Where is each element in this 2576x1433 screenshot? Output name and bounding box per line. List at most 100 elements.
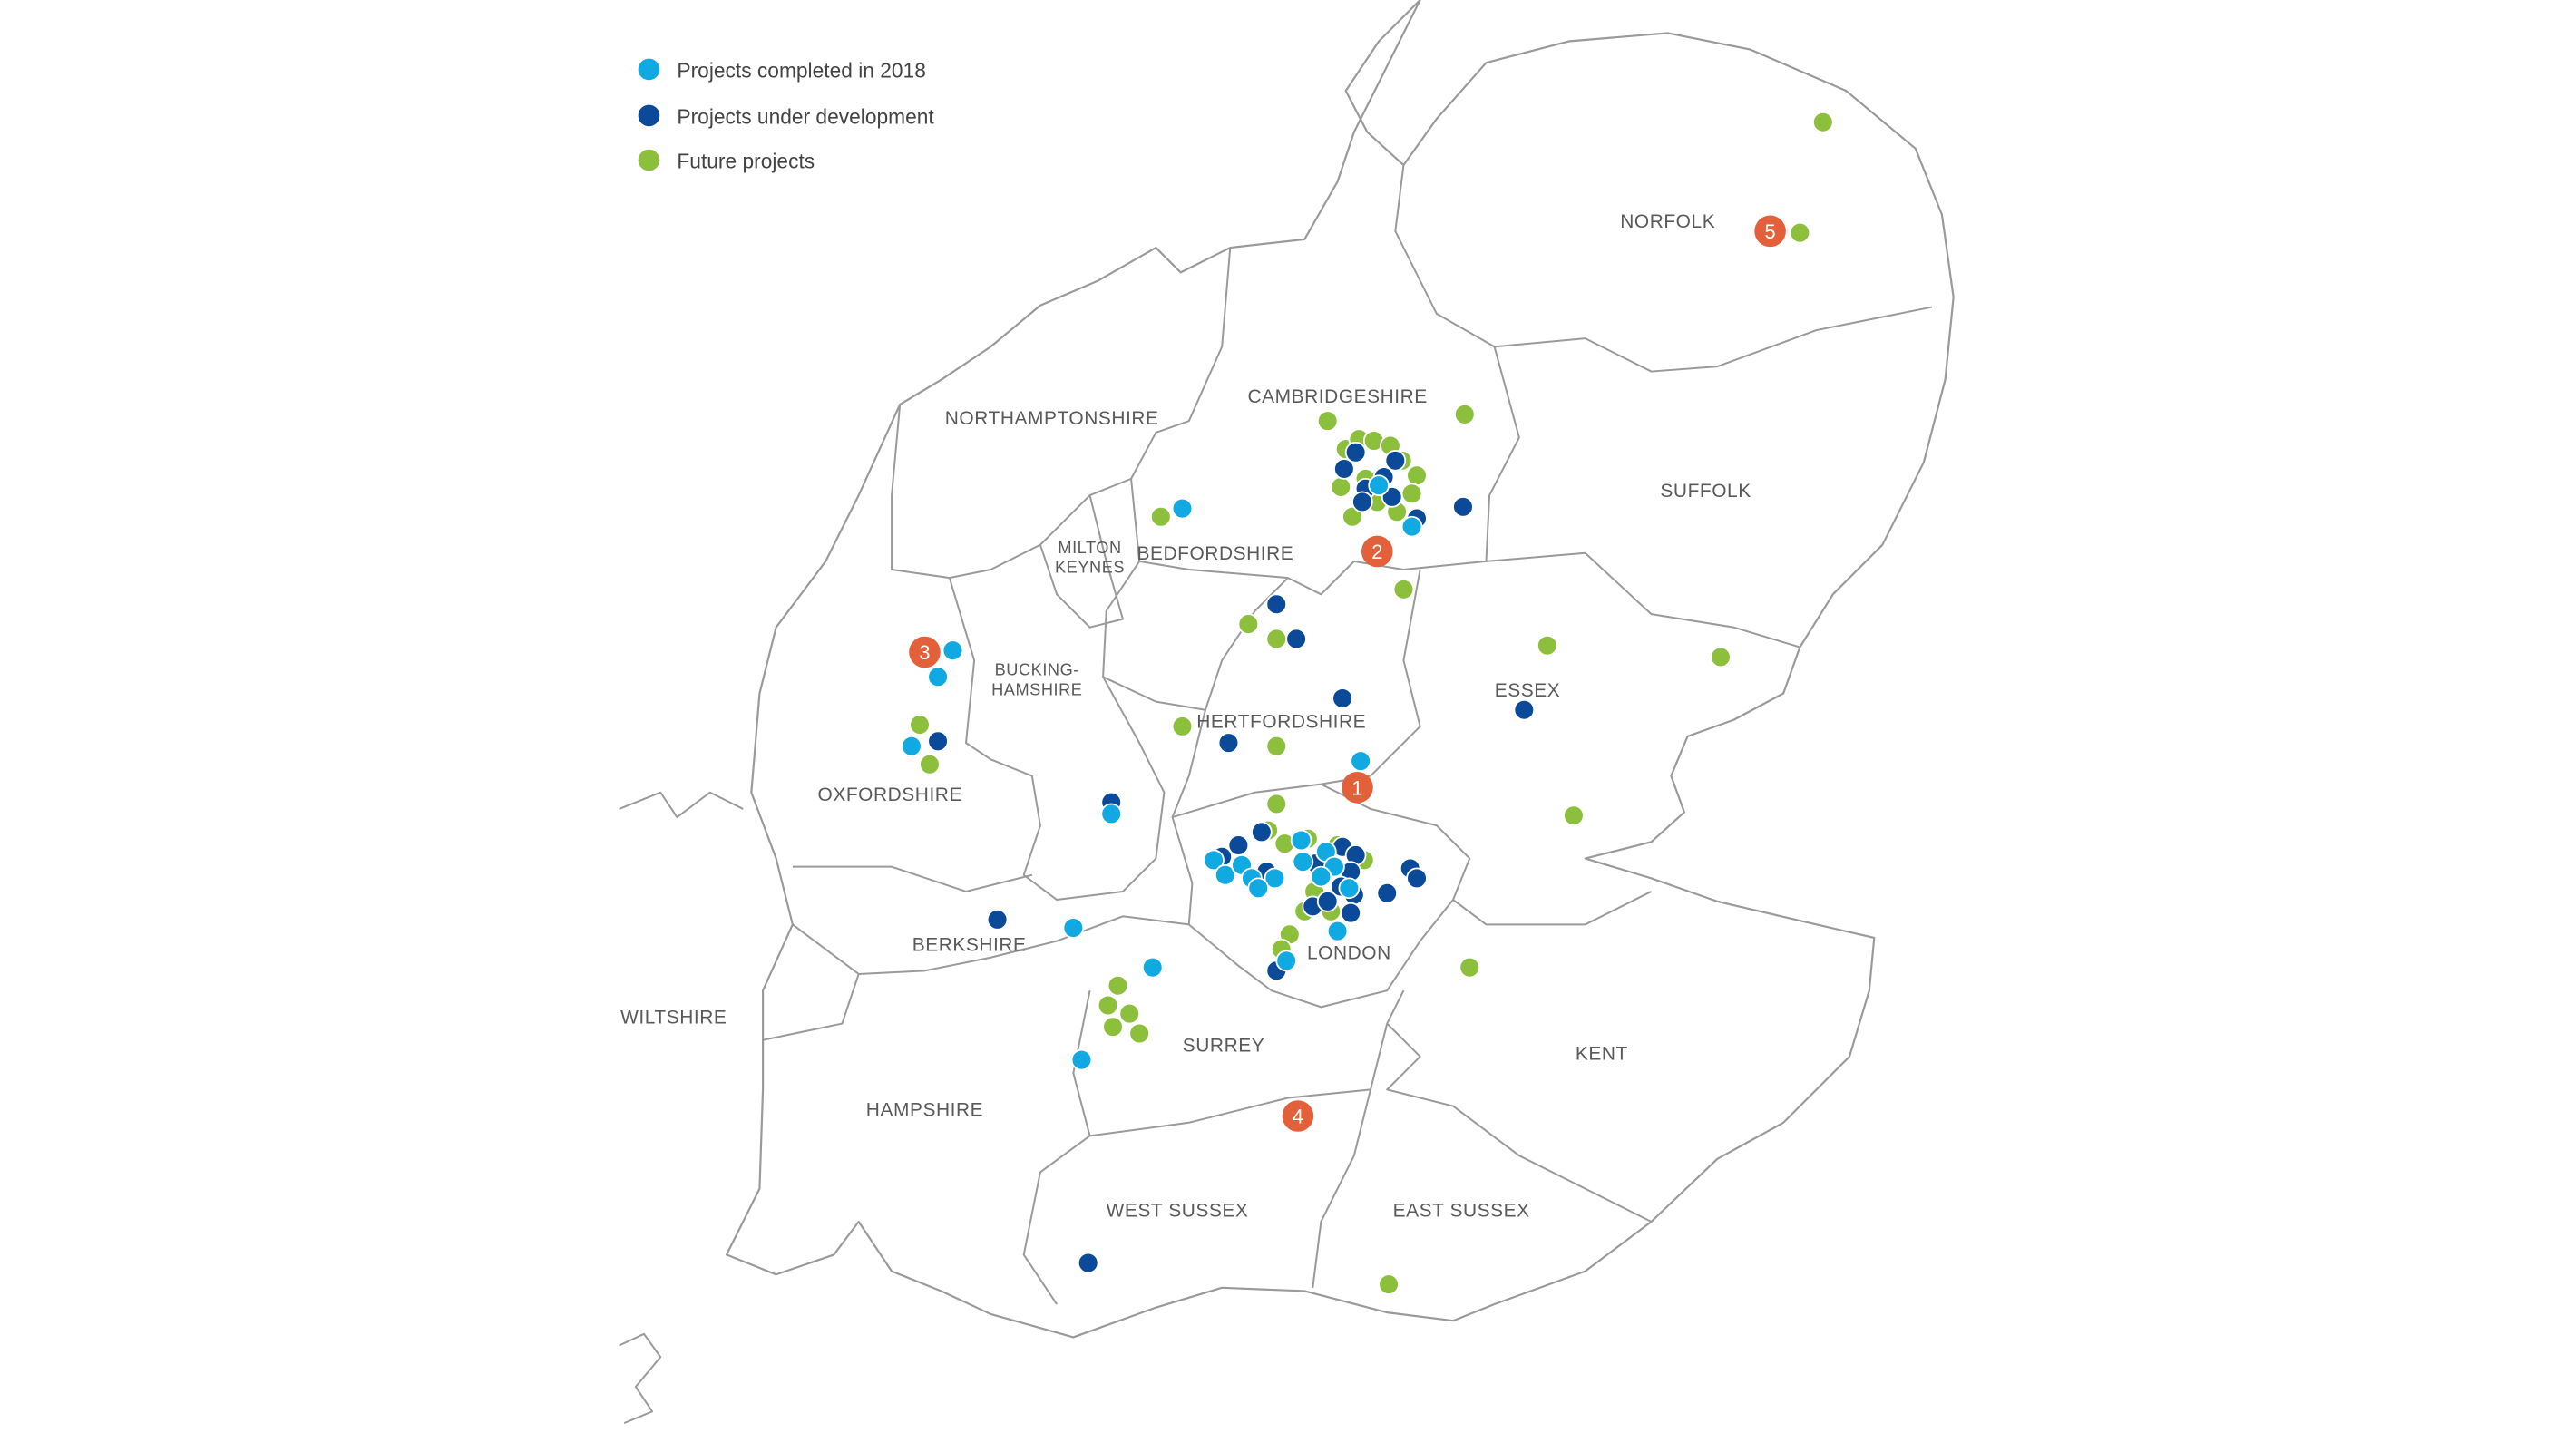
future-project-marker[interactable] [1342,505,1363,528]
development-project-marker[interactable] [1351,491,1373,513]
future-project-marker[interactable] [1171,716,1194,737]
future-project-marker[interactable] [1097,994,1119,1017]
project-markers [901,111,1834,1296]
completed-project-marker[interactable] [901,735,922,757]
numbered-marker-4[interactable]: 4 [1282,1100,1314,1132]
label-berkshire: BERKSHIRE [912,934,1027,955]
development-project-marker[interactable] [1384,450,1407,472]
future-project-marker[interactable] [1237,613,1260,635]
label-oxfordshire: OXFORDSHIRE [818,785,962,805]
completed-project-marker[interactable] [1141,956,1164,979]
label-hampshire: HAMPSHIRE [866,1100,983,1121]
future-project-marker[interactable] [1406,464,1428,487]
kent-border [1386,891,1652,1223]
completed-project-marker[interactable] [1171,497,1194,520]
southwest-coast-fragment [619,1332,662,1425]
numbered-marker-1-label: 1 [1351,776,1362,799]
development-project-marker[interactable] [1285,628,1307,650]
label-wiltshire: WILTSHIRE [620,1008,727,1028]
future-project-marker[interactable] [1563,804,1585,827]
development-project-marker[interactable] [1344,441,1367,463]
future-project-marker[interactable] [1330,476,1352,498]
future-project-marker[interactable] [1392,579,1415,600]
northamptonshire-border [891,404,1132,580]
completed-project-marker[interactable] [1070,1048,1093,1071]
future-project-marker[interactable] [1128,1022,1150,1045]
completed-project-marker[interactable] [1290,829,1312,852]
future-project-marker[interactable] [1316,410,1339,433]
completed-project-marker[interactable] [1350,750,1371,772]
completed-project-marker[interactable] [1310,865,1332,888]
development-project-marker[interactable] [1265,593,1288,616]
legend-swatch-future [638,149,660,171]
completed-project-marker[interactable] [927,666,949,688]
future-project-marker[interactable] [1459,956,1481,979]
future-project-marker[interactable] [1265,793,1288,815]
future-project-marker[interactable] [1789,221,1811,244]
future-project-marker[interactable] [1400,483,1423,505]
oxfordshire-border [792,865,1033,892]
legend-label-future: Future projects [677,150,815,173]
completed-project-marker[interactable] [1203,849,1225,872]
numbered-marker-3-label: 3 [919,641,930,664]
numbered-marker-1[interactable]: 1 [1342,771,1373,804]
completed-project-marker[interactable] [1326,920,1349,942]
label-hertfordshire: HERTFORDSHIRE [1196,712,1366,733]
future-project-marker[interactable] [1107,974,1129,997]
future-project-marker[interactable] [1453,404,1476,425]
future-project-marker[interactable] [1812,111,1834,133]
future-project-marker[interactable] [909,714,931,736]
development-project-marker[interactable] [1452,495,1474,518]
legend-swatch-development [638,104,660,127]
future-project-marker[interactable] [1378,1273,1400,1296]
future-project-marker[interactable] [1265,735,1288,757]
numbered-marker-4-label: 4 [1293,1106,1303,1128]
numbered-marker-3[interactable]: 3 [909,636,941,668]
development-project-marker[interactable] [1316,891,1339,912]
numbered-marker-5[interactable]: 5 [1754,215,1786,248]
sussex-border [1312,1089,1371,1288]
development-project-marker[interactable] [927,730,949,753]
development-project-marker[interactable] [1340,902,1362,924]
development-project-marker[interactable] [1376,882,1399,904]
numbered-marker-2[interactable]: 2 [1361,535,1393,568]
label-buckinghamshire-1: BUCKING- [995,660,1079,678]
development-project-marker[interactable] [1077,1252,1099,1274]
label-buckinghamshire-2: HAMSHIRE [991,680,1082,698]
completed-project-marker[interactable] [1100,803,1123,825]
completed-project-marker[interactable] [1264,867,1286,890]
future-project-marker[interactable] [1265,628,1288,650]
future-project-marker[interactable] [1102,1016,1124,1038]
completed-project-marker[interactable] [942,639,964,662]
completed-project-marker[interactable] [1062,917,1085,939]
future-project-marker[interactable] [919,753,941,775]
numbered-markers: 1 2 3 4 5 [909,215,1786,1132]
map-outline [619,0,1955,1425]
milton-keynes-border [1039,494,1124,629]
numbered-marker-5-label: 5 [1765,220,1776,243]
completed-project-marker[interactable] [1275,950,1298,972]
future-project-marker[interactable] [1149,505,1172,528]
future-project-marker[interactable] [1536,634,1558,657]
future-project-marker[interactable] [1118,1002,1141,1025]
legend: Projects completed in 2018 Projects unde… [638,59,934,173]
completed-project-marker[interactable] [1338,877,1361,900]
development-project-marker[interactable] [1332,687,1353,709]
development-project-marker[interactable] [1251,821,1273,843]
future-project-marker[interactable] [1710,646,1732,668]
completed-project-marker[interactable] [1247,877,1270,900]
completed-project-marker[interactable] [1400,515,1423,538]
label-west-sussex: WEST SUSSEX [1107,1201,1249,1222]
hampshire-border [762,973,1091,1305]
development-project-marker[interactable] [1217,732,1240,754]
completed-project-marker[interactable] [1214,863,1236,886]
completed-project-marker[interactable] [1292,851,1314,873]
completed-project-marker[interactable] [1368,474,1390,496]
development-project-marker[interactable] [986,909,1009,931]
label-milton-keynes-1: MILTON [1058,539,1121,557]
label-london: LONDON [1307,943,1391,964]
development-project-marker[interactable] [1513,698,1536,721]
development-project-marker[interactable] [1333,458,1355,480]
development-project-marker[interactable] [1406,867,1428,890]
